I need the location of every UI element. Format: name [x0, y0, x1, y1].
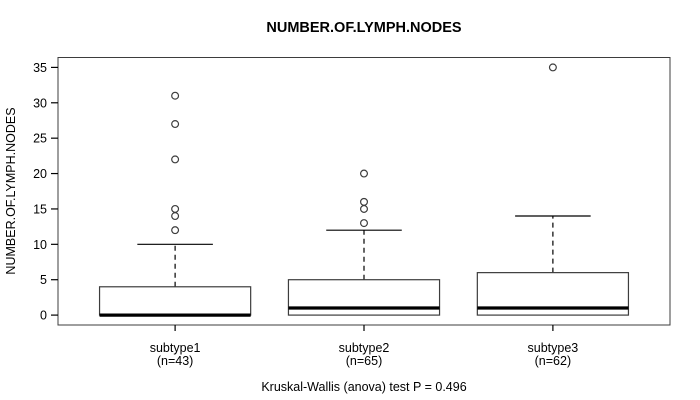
outlier-point: [360, 169, 369, 178]
y-axis-label: NUMBER.OF.LYMPH.NODES: [4, 107, 18, 274]
y-tick-label: 5: [40, 273, 47, 287]
outlier-point: [360, 219, 369, 228]
outlier-point: [171, 120, 180, 129]
outlier-point: [548, 63, 557, 72]
outlier-point: [360, 204, 369, 213]
x-group-label: subtype1: [150, 341, 201, 355]
y-tick-label: 35: [33, 61, 47, 75]
x-group-n-label: (n=43): [157, 354, 193, 368]
x-group-label: subtype2: [339, 341, 390, 355]
y-tick-label: 25: [33, 132, 47, 146]
iqr-box: [287, 279, 441, 316]
y-tick-label: 20: [33, 167, 47, 181]
y-tick-label: 30: [33, 96, 47, 110]
x-group-n-label: (n=62): [535, 354, 571, 368]
outlier-point: [360, 197, 369, 206]
plot-layer: 05101520253035subtype1(n=43)subtype2(n=6…: [33, 57, 671, 368]
stat-annotation: Kruskal-Wallis (anova) test P = 0.496: [261, 380, 466, 394]
y-tick-label: 10: [33, 238, 47, 252]
outlier-point: [171, 155, 180, 164]
outlier-point: [171, 204, 180, 213]
chart-title: NUMBER.OF.LYMPH.NODES: [266, 20, 462, 36]
x-group-label: subtype3: [528, 341, 579, 355]
x-group-n-label: (n=65): [346, 354, 382, 368]
outlier-point: [171, 212, 180, 221]
outlier-point: [171, 91, 180, 100]
outlier-point: [171, 226, 180, 235]
y-tick-label: 0: [40, 309, 47, 323]
iqr-box: [98, 286, 252, 316]
y-tick-label: 15: [33, 202, 47, 216]
